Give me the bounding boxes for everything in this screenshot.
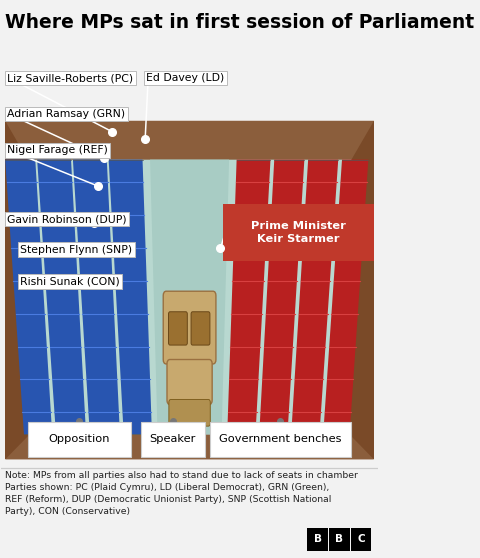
FancyBboxPatch shape: [329, 528, 349, 551]
Text: B: B: [313, 535, 322, 545]
Text: Gavin Robinson (DUP): Gavin Robinson (DUP): [7, 214, 127, 224]
Polygon shape: [5, 121, 374, 459]
Text: Stephen Flynn (SNP): Stephen Flynn (SNP): [20, 244, 132, 254]
Text: Speaker: Speaker: [149, 435, 196, 445]
FancyBboxPatch shape: [168, 312, 187, 345]
Polygon shape: [291, 160, 338, 435]
Text: Adrian Ramsay (GRN): Adrian Ramsay (GRN): [7, 109, 125, 119]
Text: Liz Saville-Roberts (PC): Liz Saville-Roberts (PC): [7, 73, 133, 83]
Polygon shape: [259, 160, 304, 435]
FancyBboxPatch shape: [28, 422, 131, 456]
Text: Note: MPs from all parties also had to stand due to lack of seats in chamber
Par: Note: MPs from all parties also had to s…: [5, 470, 358, 516]
Text: C: C: [358, 535, 365, 545]
Text: Prime Minister
Keir Starmer: Prime Minister Keir Starmer: [252, 221, 346, 244]
Polygon shape: [5, 435, 374, 459]
Polygon shape: [227, 160, 271, 435]
Polygon shape: [323, 160, 368, 435]
Polygon shape: [5, 160, 52, 435]
Polygon shape: [73, 160, 120, 435]
FancyBboxPatch shape: [163, 291, 216, 364]
FancyBboxPatch shape: [141, 422, 204, 456]
Text: Rishi Sunak (CON): Rishi Sunak (CON): [20, 277, 120, 287]
FancyBboxPatch shape: [191, 312, 210, 345]
Text: Ed Davey (LD): Ed Davey (LD): [146, 73, 225, 83]
Text: B: B: [336, 535, 343, 545]
Text: Where MPs sat in first session of Parliament: Where MPs sat in first session of Parlia…: [5, 13, 474, 32]
Polygon shape: [5, 121, 374, 160]
Polygon shape: [150, 160, 229, 435]
Polygon shape: [108, 160, 152, 435]
FancyBboxPatch shape: [167, 359, 212, 405]
FancyBboxPatch shape: [224, 204, 374, 261]
Polygon shape: [37, 160, 86, 435]
FancyBboxPatch shape: [351, 528, 372, 551]
Text: Opposition: Opposition: [49, 435, 110, 445]
FancyBboxPatch shape: [307, 528, 328, 551]
Text: Nigel Farage (REF): Nigel Farage (REF): [7, 145, 108, 155]
Polygon shape: [28, 160, 351, 435]
FancyBboxPatch shape: [210, 422, 351, 456]
FancyBboxPatch shape: [169, 400, 210, 426]
Text: Government benches: Government benches: [219, 435, 341, 445]
